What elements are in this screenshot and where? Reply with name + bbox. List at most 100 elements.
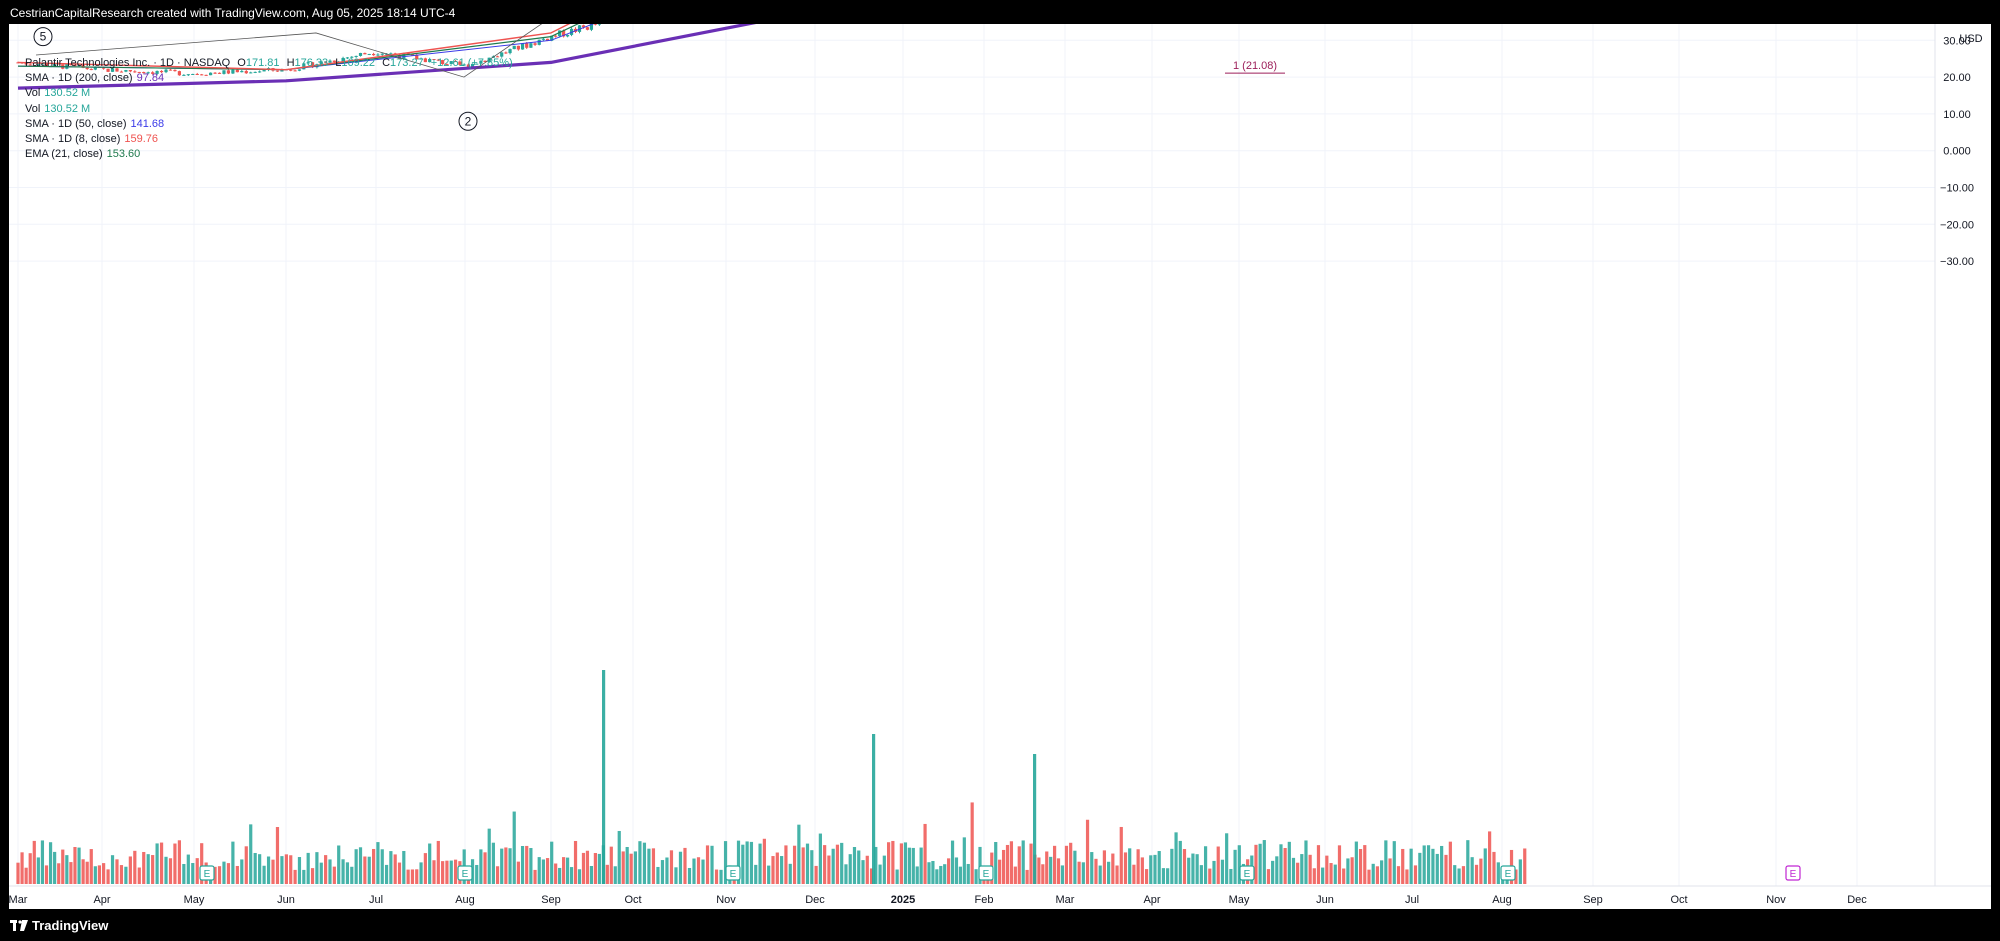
chart-panel[interactable]: Melt-Up Target $170Typical W5 Terminatio… <box>9 24 1991 909</box>
volume-bar <box>384 864 389 884</box>
volume-bar <box>133 850 137 884</box>
legend-row-sma200[interactable]: SMA · 1D (200, close) 97.84 <box>25 72 165 85</box>
candle-body <box>213 72 217 74</box>
volume-bar <box>293 869 297 884</box>
candle-body <box>410 54 415 56</box>
candle-body <box>402 52 406 59</box>
volume-bar <box>1017 846 1021 884</box>
volume-bar <box>275 827 280 884</box>
volume-bar <box>998 859 1002 884</box>
volume-bar <box>923 823 927 884</box>
volume-bar <box>1312 868 1316 884</box>
volume-bar <box>1166 868 1170 884</box>
volume-bar <box>328 859 332 884</box>
volume-bar <box>903 842 908 884</box>
tradingview-logo[interactable]: TradingView <box>10 918 108 933</box>
legend-row-sma8[interactable]: SMA · 1D (8, close) 159.76 <box>25 133 159 146</box>
volume-bar <box>935 869 939 884</box>
candle-body <box>289 69 293 71</box>
volume-bar <box>479 849 483 884</box>
volume-bar <box>97 865 102 884</box>
time-axis-label: Feb <box>975 894 994 906</box>
volume-bar <box>919 847 923 884</box>
volume-bar <box>947 858 951 884</box>
symbol-legend-row[interactable]: Palantir Technologies Inc. · 1D · NASDAQ… <box>25 56 513 71</box>
volume-bar <box>617 830 621 884</box>
candle-body <box>115 68 119 72</box>
volume-bar <box>93 866 97 884</box>
candle-body <box>182 74 186 76</box>
time-axis-label: Sep <box>541 894 561 906</box>
volume-bar <box>678 851 683 884</box>
volume-bar <box>780 856 784 884</box>
volume-bar <box>525 845 529 884</box>
candle-body <box>164 69 168 73</box>
volume-bar <box>714 869 719 884</box>
wave-label-circle <box>458 111 478 131</box>
legend-row-vol[interactable]: Vol 130.52 M <box>25 87 91 100</box>
volume-bar <box>1371 863 1375 884</box>
candle-body <box>466 64 470 68</box>
candle-body <box>226 70 231 74</box>
volume-bar <box>593 853 597 884</box>
price-axis-tick: 20.00 <box>1943 72 1971 84</box>
price-axis-bg <box>1935 24 1991 909</box>
volume-bar <box>1396 866 1401 884</box>
price-axis-tick: −20.00 <box>1940 219 1974 231</box>
attribution-text: CestrianCapitalResearch created with Tra… <box>10 6 456 20</box>
volume-bar <box>958 866 962 884</box>
legend-row-vol-2[interactable]: Vol 130.52 M <box>25 102 91 115</box>
volume-bar <box>831 848 835 884</box>
volume-bar <box>1009 841 1014 884</box>
volume-bar <box>696 857 701 884</box>
volume-bar <box>537 857 541 884</box>
volume-bar <box>651 848 656 884</box>
candle-body <box>280 69 284 72</box>
candle-body <box>453 61 458 63</box>
candle-body <box>458 61 462 65</box>
time-axis-label: May <box>1229 894 1250 906</box>
volume-bar <box>284 854 288 884</box>
volume-bar <box>927 862 931 884</box>
volume-bar <box>306 852 310 884</box>
time-axis-label: Dec <box>805 894 825 906</box>
volume-bar <box>609 846 613 884</box>
sma-8-line <box>17 24 571 71</box>
volume-bar <box>1300 854 1304 884</box>
volume-bar <box>1308 854 1312 884</box>
candle-body <box>415 54 419 60</box>
volume-bar <box>1081 862 1085 884</box>
volume-bar <box>128 856 132 884</box>
volume-bar <box>168 858 173 884</box>
price-axis-tick: 0.000 <box>1943 146 1971 158</box>
volume-bar <box>1216 846 1220 884</box>
candle-body <box>32 65 36 67</box>
volume-bar <box>558 867 562 884</box>
candle-body <box>428 59 432 63</box>
ohlc-l: L169.22 <box>335 57 376 69</box>
volume-bar <box>1342 868 1346 884</box>
volume-bar <box>266 856 271 884</box>
volume-bar <box>1523 848 1527 884</box>
legend-row-sma50[interactable]: SMA · 1D (50, close) 141.68 <box>25 117 165 130</box>
volume-bar <box>741 844 745 884</box>
volume-bar <box>1470 857 1474 884</box>
volume-bar <box>895 869 899 884</box>
legend-row-ema21[interactable]: EMA (21, close) 153.60 <box>25 148 141 161</box>
volume-bar <box>848 854 852 884</box>
volume-bar <box>1132 864 1136 884</box>
volume-bar <box>337 845 341 884</box>
candle-body <box>376 54 380 56</box>
footer-bar <box>0 909 2000 941</box>
volume-bar <box>1275 856 1279 884</box>
candle-body <box>319 61 323 65</box>
price-axis-currency: USD <box>1959 33 1982 45</box>
volume-bar <box>124 866 128 884</box>
price-chart[interactable]: Melt-Up Target $170Typical W5 Terminatio… <box>9 24 1991 909</box>
volume-bar <box>1220 859 1225 884</box>
volume-bar <box>771 856 775 884</box>
volume-bar <box>115 859 119 884</box>
volume-bar <box>371 848 376 884</box>
volume-bar <box>878 864 882 884</box>
volume-bar <box>814 865 818 884</box>
